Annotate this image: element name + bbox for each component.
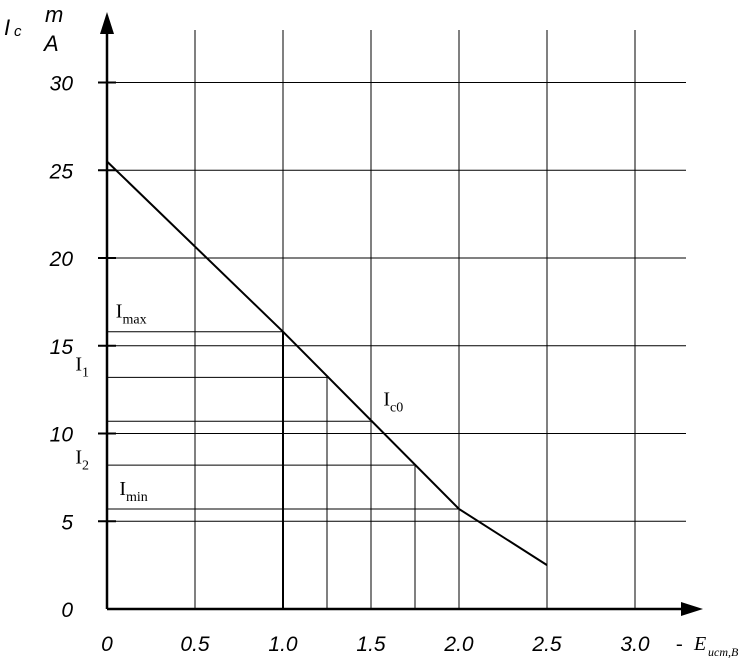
y-tick-label: 0 xyxy=(61,599,73,622)
y-axis-unit-bottom: A xyxy=(42,31,59,56)
annotation-i-1: I1 xyxy=(75,353,89,380)
series xyxy=(106,160,548,566)
y-tick-label: 25 xyxy=(49,160,74,183)
x-axis-label: - E ucm,B xyxy=(676,633,739,659)
x-axis-label-subscript: ucm,B xyxy=(708,645,739,659)
x-axis-arrow xyxy=(681,602,703,616)
annotation-i-max: Imax xyxy=(116,301,147,328)
x-tick-label: 0.5 xyxy=(180,633,210,656)
series-line xyxy=(106,160,548,566)
axes xyxy=(100,12,703,616)
y-axis-label-subscript: c xyxy=(14,23,22,40)
x-tick-label: 1.5 xyxy=(356,633,386,656)
grid xyxy=(98,30,686,609)
y-axis-arrow xyxy=(100,12,114,34)
tick-labels: 0 0.5 1.0 1.5 2.0 2.5 3.0 0 5 10 15 20 25 30 xyxy=(49,73,650,657)
annotation-i-2: I2 xyxy=(75,446,89,473)
x-tick-label: 3.0 xyxy=(620,633,650,656)
y-tick-label: 5 xyxy=(61,511,73,534)
x-axis-label-symbol: E xyxy=(693,633,706,655)
y-axis-label-symbol: I xyxy=(4,15,10,40)
x-tick-label: 2.5 xyxy=(531,633,562,656)
y-tick-label: 20 xyxy=(49,248,74,271)
x-axis-label-prefix: - xyxy=(676,633,683,655)
annotation-i-min: Imin xyxy=(119,478,147,505)
y-tick-label: 30 xyxy=(50,73,74,96)
x-tick-label: 0 xyxy=(101,633,113,656)
x-tick-label: 2.0 xyxy=(443,633,474,656)
y-axis-label: I c m A xyxy=(4,2,63,56)
annotations: Imax I1 Ic0 I2 Imin xyxy=(75,301,403,505)
x-tick-label: 1.0 xyxy=(268,633,298,656)
annotation-i-c0: Ic0 xyxy=(383,388,403,415)
y-tick-label: 10 xyxy=(50,424,74,447)
y-axis-unit-top: m xyxy=(45,2,63,27)
y-tick-label: 15 xyxy=(50,336,74,359)
guide-lines xyxy=(107,331,460,609)
